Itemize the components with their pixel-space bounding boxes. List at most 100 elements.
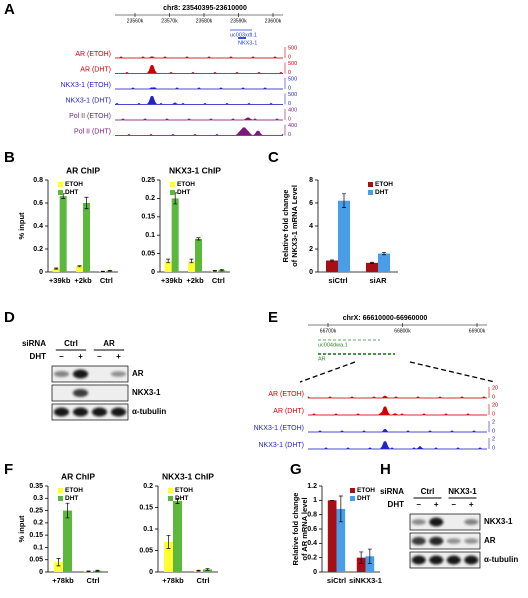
signal-track	[115, 87, 283, 90]
band	[429, 517, 444, 527]
track-max: 20	[492, 385, 498, 391]
x-tick-label: +39kb	[161, 276, 183, 285]
band	[446, 555, 461, 565]
track-label: NKX3-1 (ETOH)	[61, 82, 111, 89]
y-tick-label: 0.15	[29, 532, 43, 539]
y-tick-label: 0.4	[307, 540, 317, 547]
track-max: 500	[288, 61, 297, 67]
track-min: 0	[492, 394, 495, 400]
blot-treatment: DHT	[388, 500, 405, 509]
y-axis-label: of NKX3-1 mRNA Level	[290, 185, 299, 267]
band-label: NKX3-1	[132, 388, 161, 397]
y-tick-label: 0	[149, 569, 153, 576]
gene-label: uc004dwa.1	[318, 342, 348, 348]
y-tick-label: 0.05	[29, 557, 43, 564]
x-tick-label: siAR	[369, 276, 387, 285]
x-tick-label: +39kb	[49, 276, 71, 285]
lane-sign: –	[97, 352, 102, 361]
legend-label: DHT	[65, 495, 78, 502]
band	[429, 555, 444, 565]
legend-swatch	[58, 496, 63, 501]
track-label: NKX3-1 (DHT)	[65, 97, 111, 104]
y-tick-label: 0	[309, 269, 313, 276]
legend-label: ETOH	[65, 181, 83, 188]
band-label: AR	[132, 369, 144, 378]
legend-label: DHT	[375, 189, 388, 196]
legend-swatch	[58, 488, 63, 493]
band-label: α-tubulin	[484, 555, 518, 564]
y-axis-label: Relative fold change	[281, 190, 290, 263]
y-tick-label: 0.2	[145, 195, 155, 202]
x-tick-label: +78kb	[162, 576, 184, 585]
bar	[164, 541, 173, 572]
y-tick-label: 0.2	[307, 555, 317, 562]
bar	[366, 262, 378, 272]
blot-panel	[51, 384, 129, 402]
track-label: AR (DHT)	[80, 66, 111, 73]
bar	[336, 508, 346, 572]
y-tick-label: 0.1	[143, 526, 153, 533]
x-tick-label: siCtrl	[328, 276, 347, 285]
track-max: 2	[492, 436, 495, 442]
bar	[195, 238, 202, 272]
y-tick-label: 0.1	[145, 232, 155, 239]
legend-swatch	[168, 496, 173, 501]
y-tick-label: 0.8	[33, 177, 43, 184]
legend-label: DHT	[177, 189, 190, 196]
scale-label: 66900k	[469, 328, 486, 334]
error-bar	[54, 267, 59, 270]
y-tick-label: 0.2	[143, 483, 153, 490]
chart-title: AR ChIP	[66, 165, 100, 175]
error-bar	[212, 270, 217, 272]
legend-swatch	[168, 488, 173, 493]
y-tick-label: 4	[309, 223, 313, 230]
track-min: 0	[492, 428, 495, 434]
track-label: NKX3-1 (DHT)	[258, 442, 304, 449]
signal-track	[308, 441, 487, 450]
y-tick-label: 0.15	[139, 504, 153, 511]
gene-label: uc003xdt.1	[230, 32, 257, 38]
chart-title: NKX3-1 ChIP	[169, 165, 221, 175]
error-bar	[342, 193, 346, 208]
band	[72, 389, 89, 397]
y-tick-label: 2	[309, 246, 313, 253]
track-min: 0	[288, 116, 291, 122]
lane-sign: +	[78, 352, 83, 361]
track-label: AR (DHT)	[273, 408, 304, 415]
error-bar	[359, 551, 364, 564]
band	[446, 538, 461, 544]
blot-group: Ctrl	[421, 487, 435, 496]
panel-label: G	[290, 461, 302, 478]
band	[464, 519, 479, 525]
y-tick-label: 0.35	[29, 483, 43, 490]
error-bar	[84, 196, 89, 210]
y-axis-label: Relative fold change	[291, 493, 300, 566]
lane-sign: +	[469, 500, 474, 509]
bar	[326, 260, 338, 272]
panel-label: B	[4, 149, 15, 166]
bar	[356, 557, 366, 572]
scale-label: 66700k	[320, 328, 337, 334]
blot-row-title: siRNA	[22, 339, 46, 348]
gene-label: NKX3-1	[238, 40, 257, 46]
band	[464, 555, 479, 565]
x-tick-label: +2kb	[74, 276, 92, 285]
blot-treatment: DHT	[30, 352, 47, 361]
y-tick-label: 0.4	[33, 223, 43, 230]
legend-swatch	[170, 190, 175, 195]
y-tick-label: 0.05	[139, 547, 153, 554]
x-tick-label: siNKX3-1	[349, 576, 382, 585]
scale-label: 23590k	[230, 18, 247, 24]
y-axis-label: % input	[17, 515, 26, 543]
blot-panel	[51, 365, 129, 383]
bar	[327, 500, 337, 572]
legend-label: ETOH	[175, 487, 193, 494]
x-tick-label: Ctrl	[100, 276, 113, 285]
scale-label: 23600k	[265, 18, 282, 24]
y-tick-label: 0.05	[141, 250, 155, 257]
panel-label: F	[4, 461, 13, 478]
track-min: 0	[288, 70, 291, 76]
blot-group: Ctrl	[64, 339, 78, 348]
bar	[54, 562, 63, 572]
legend-label: DHT	[175, 495, 188, 502]
